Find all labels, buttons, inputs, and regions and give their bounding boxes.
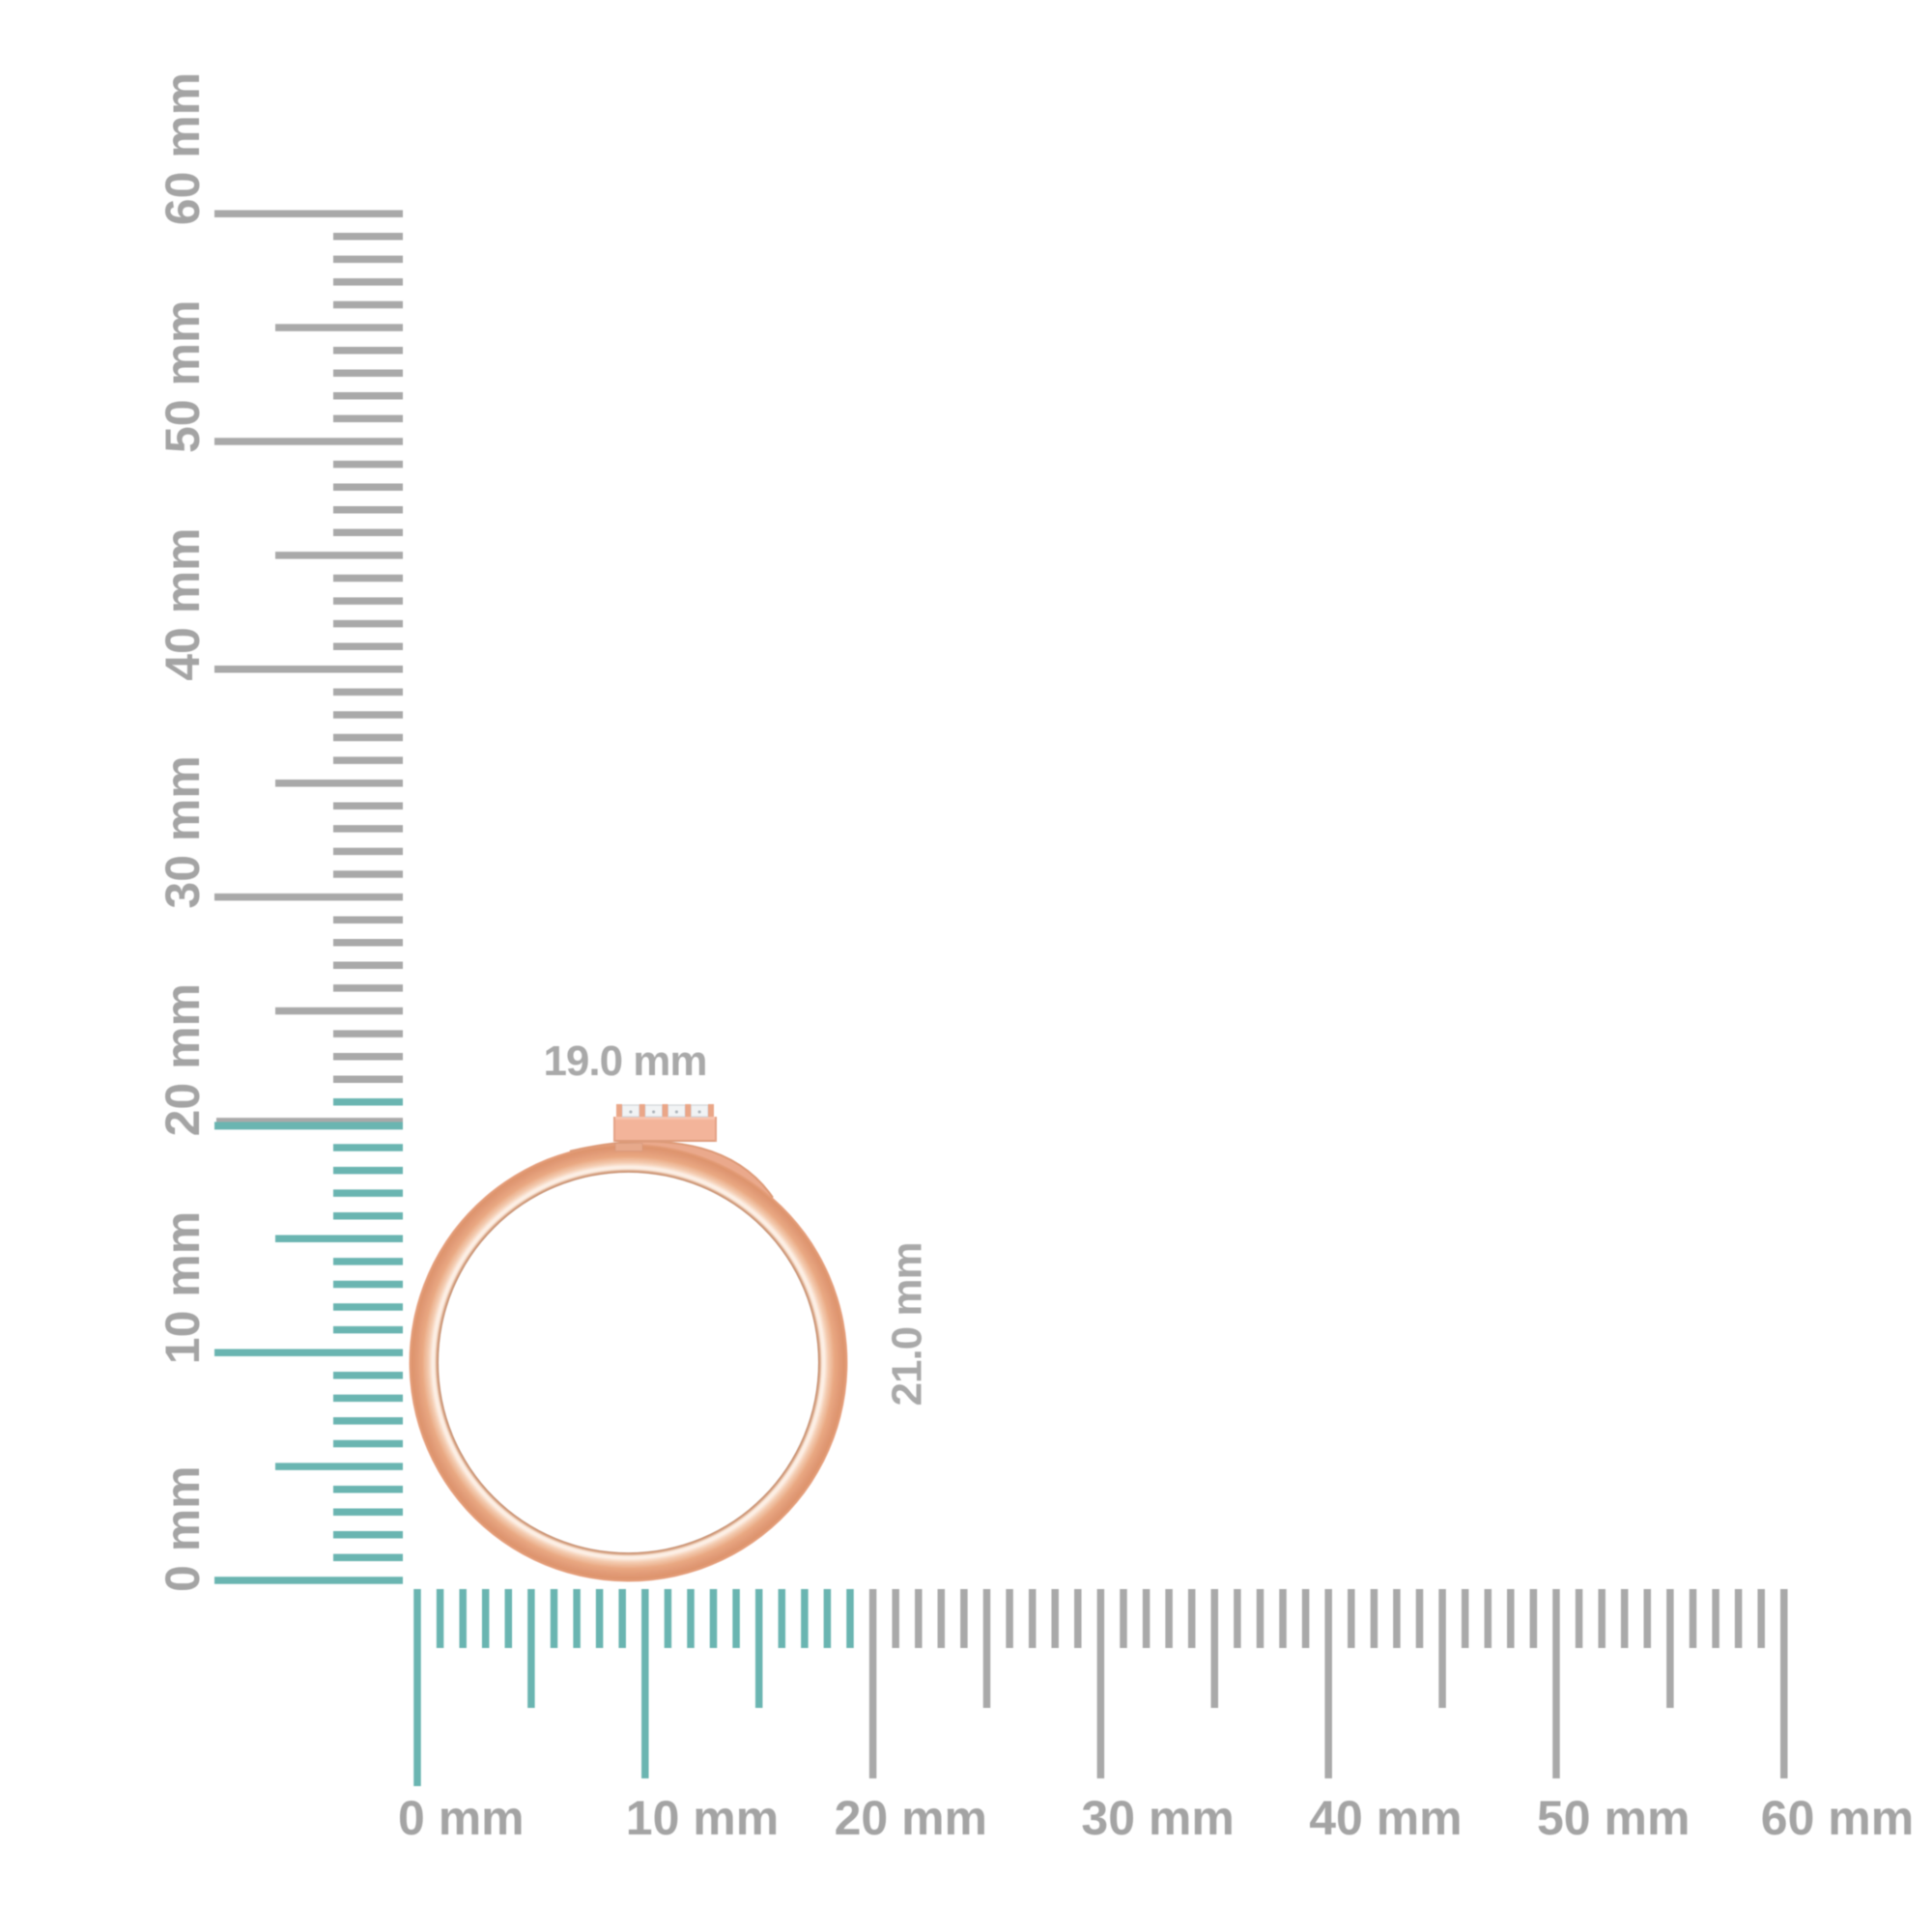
svg-text:10 mm: 10 mm — [156, 1211, 210, 1364]
svg-text:10 mm: 10 mm — [626, 1791, 779, 1845]
svg-text:0 mm: 0 mm — [398, 1791, 525, 1845]
svg-text:20 mm: 20 mm — [156, 983, 210, 1136]
svg-text:60 mm: 60 mm — [1761, 1791, 1914, 1845]
svg-text:20 mm: 20 mm — [835, 1791, 987, 1845]
svg-text:21.0 mm: 21.0 mm — [884, 1242, 931, 1406]
svg-text:19.0 mm: 19.0 mm — [543, 1037, 706, 1085]
svg-text:50 mm: 50 mm — [156, 300, 210, 453]
svg-text:30 mm: 30 mm — [1081, 1791, 1234, 1845]
svg-text:30 mm: 30 mm — [156, 755, 210, 908]
svg-text:50 mm: 50 mm — [1537, 1791, 1690, 1845]
svg-text:60 mm: 60 mm — [156, 72, 210, 225]
svg-text:40 mm: 40 mm — [156, 527, 210, 680]
svg-text:40 mm: 40 mm — [1309, 1791, 1462, 1845]
svg-text:0 mm: 0 mm — [156, 1465, 210, 1592]
